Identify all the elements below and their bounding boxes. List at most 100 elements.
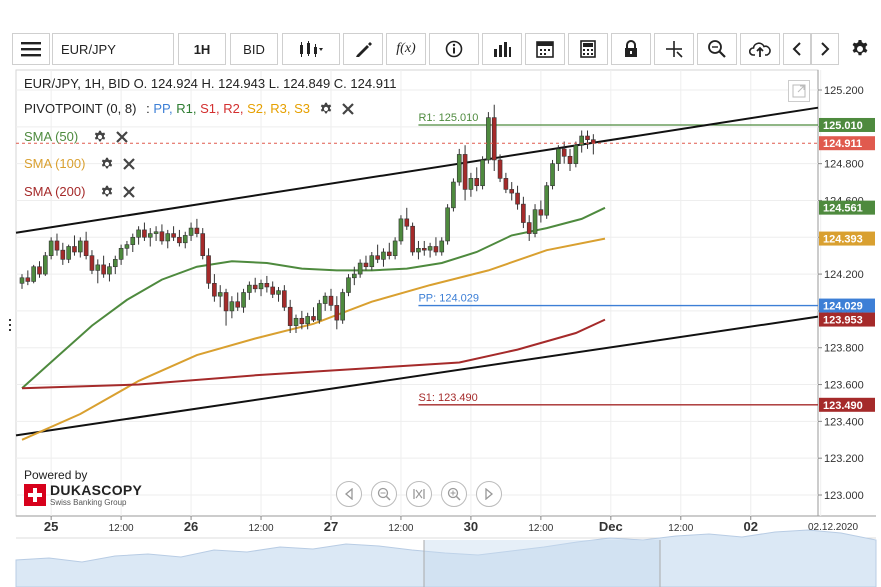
candle [153,226,159,241]
next-button[interactable] [811,33,839,65]
sma50-settings-gear-icon[interactable] [93,130,107,144]
candle-body [293,317,299,326]
candle [182,231,188,249]
y-tick-label: 123.200 [824,453,864,465]
candle-body [54,240,60,251]
candle [83,231,89,260]
candle [270,281,275,299]
zoom-out-button[interactable] [371,481,397,507]
candle-body [392,240,398,256]
fit-chart-button[interactable] [406,481,432,507]
candle [311,307,316,322]
candle-body [427,246,433,251]
settings-button[interactable] [843,33,876,65]
function-button[interactable]: f(x) [386,33,426,65]
sma100-settings-gear-icon[interactable] [100,157,114,171]
candle [439,237,445,256]
draw-button[interactable] [343,33,383,65]
sma50-legend[interactable]: SMA (50) [24,129,79,144]
zoom-in-icon [447,487,461,501]
candle-body [282,290,287,308]
candle [585,130,590,149]
candle-body [142,229,147,238]
candle [171,226,176,241]
side-select[interactable]: BID [230,33,278,65]
x-tick-label: 30 [464,519,478,534]
candle [480,156,485,190]
y-tick-label: 124.400 [824,232,864,244]
candle [404,207,410,230]
level-r1-tag-bg [819,117,875,132]
candle [352,266,357,286]
scroll-right-button[interactable] [476,481,502,507]
sma100-remove-close-icon[interactable] [122,157,136,171]
sma100-tag-bg [819,231,875,246]
candle-body [456,154,462,183]
pivot-remove-close-icon[interactable] [341,102,355,116]
sma50-remove-close-icon[interactable] [115,130,129,144]
candle [223,288,229,326]
pivot-settings-gear-icon[interactable] [319,102,333,116]
candle-body [60,249,66,260]
pivot-legend-r1: R1, [176,101,197,116]
candle-body [573,144,579,164]
symbol-select[interactable]: EUR/JPY [52,33,174,65]
triangle-left-icon [344,488,353,500]
dukascopy-logo[interactable]: DUKASCOPY Swiss Banking Group [24,482,144,508]
navigator-area [15,529,877,587]
candle [31,264,36,284]
candle [561,141,567,164]
lock-button[interactable] [611,33,651,65]
candle-body [550,163,555,187]
expand-chart-button[interactable] [788,80,810,102]
candle [328,288,334,311]
pivot-legend-s2: S2, [247,101,267,116]
candle-body [386,251,392,256]
sma200-remove-close-icon[interactable] [122,185,136,199]
pivot-legend-name[interactable]: PIVOTPOINT (0, 8) [24,101,137,116]
y-tick-label: 124.000 [824,306,864,318]
candle [252,277,258,293]
candle-body [241,292,246,308]
date-stamp: 02.12.2020 [808,522,858,533]
left-drag-handle[interactable] [9,319,11,331]
indicators-button[interactable] [482,33,522,65]
menu-button[interactable] [12,33,50,65]
level-r1-tag-label: 125.010 [823,120,863,132]
candle [456,148,462,186]
calculator-button[interactable] [568,33,608,65]
sma100-legend[interactable]: SMA (100) [24,156,86,171]
calendar-button[interactable] [525,33,565,65]
chart-type-button[interactable] [282,33,340,65]
candle-body [398,218,404,242]
info-button[interactable] [429,33,479,65]
sma200-settings-gear-icon[interactable] [100,185,114,199]
candle-body [579,135,584,146]
candle [386,242,392,260]
navigator-panel[interactable] [15,529,877,587]
candle [381,248,386,267]
candle [147,228,153,247]
candle [392,237,398,260]
sma200-legend[interactable]: SMA (200) [24,184,86,199]
period-select[interactable]: 1H [178,33,226,65]
candle [241,288,246,313]
prev-button[interactable] [783,33,811,65]
upload-button[interactable] [740,33,780,65]
navigator-window [424,540,660,587]
grid [16,70,822,516]
zoom-in-button[interactable] [441,481,467,507]
candle [497,154,503,183]
crosshair-button[interactable] [654,33,694,65]
zoom-button[interactable] [697,33,737,65]
candle [427,242,433,258]
candle-body [235,301,241,308]
candle-body [538,209,544,216]
crosshair-icon [666,41,683,58]
candle-body [521,203,526,223]
candle [573,141,579,168]
candle-body [497,159,503,179]
candle-body [561,148,567,157]
scroll-left-button[interactable] [336,481,362,507]
candle-body [585,135,590,141]
